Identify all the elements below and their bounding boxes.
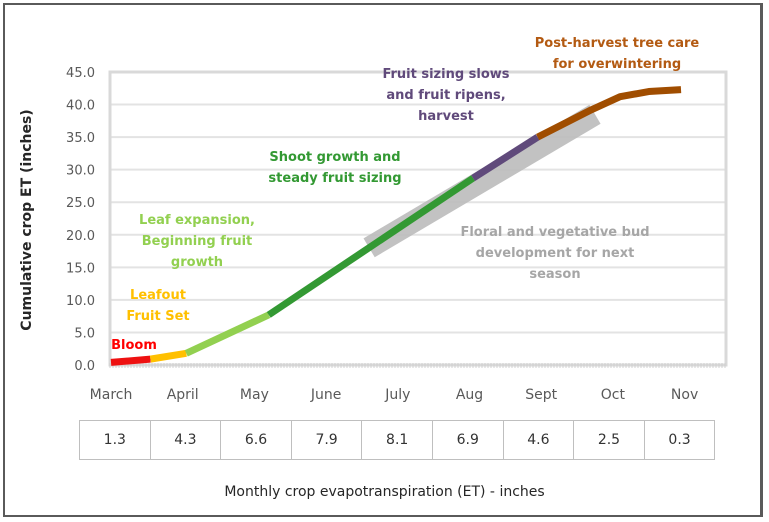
annotations: Bloom Leafout Fruit Set Leaf expansion, Begi… [111,36,699,353]
annotation-floral: Floral and vegetative bud development for… [460,225,649,282]
x-tick-label: May [240,387,269,403]
annotation-text: Bloom [111,338,157,353]
series-line [184,311,271,357]
annotation-leafexp: Leaf expansion, Beginning fruit growth [139,213,255,270]
annotation-text: season [529,267,580,282]
series-line [536,86,682,141]
et-cell-nov: 0.3 [643,420,716,460]
annotation-text: Leafout [130,288,186,303]
series-line [110,355,151,366]
et-cell-sept: 4.6 [502,420,575,460]
y-tick-label: 30.0 [66,164,95,179]
annotation-text: and fruit ripens, [386,88,505,103]
y-tick-labels: 0.0 5.0 10.0 15.0 20.0 25.0 30.0 35.0 40.0 45.0 [66,66,95,374]
x-tick-label: Sept [525,387,557,403]
y-tick-label: 45.0 [66,66,95,81]
annotation-text: Fruit Set [126,309,189,324]
annotation-text: growth [171,255,223,270]
et-cell-may: 6.6 [220,420,292,460]
y-tick-label: 40.0 [66,99,95,114]
annotation-text: Shoot growth and [269,150,400,165]
et-cell-june: 7.9 [290,420,363,460]
annotation-leafout: Leafout Fruit Set [126,288,189,324]
x-tick-label: June [310,387,342,403]
annotation-bloom: Bloom [111,338,157,353]
annotation-text: Floral and vegetative bud [460,225,649,240]
annotation-text: for overwintering [553,57,681,72]
et-cell-oct: 2.5 [573,420,645,460]
et-cell-march: 1.3 [79,420,151,460]
x-tick-label: Oct [601,387,626,403]
y-tick-label: 15.0 [66,261,95,276]
y-tick-label: 5.0 [74,326,95,341]
x-tick-label: Aug [456,387,483,403]
series-lines [110,86,682,366]
y-tick-label: 0.0 [74,359,95,374]
annotation-text: harvest [418,109,474,124]
y-tick-label: 20.0 [66,229,95,244]
annotation-text: Leaf expansion, [139,213,255,228]
annotation-text: Post-harvest tree care [535,36,700,51]
x-tick-labels: March April May June July Aug Sept Oct Nov [90,387,699,403]
et-cell-april: 4.3 [149,420,222,460]
annotation-text: development for next [476,246,635,261]
series-line [266,175,476,318]
annotation-text: Fruit sizing slows [382,67,509,82]
series-line [471,134,540,182]
x-tick-label: April [167,387,199,403]
y-tick-label: 25.0 [66,196,95,211]
annotation-fruit: Fruit sizing slows and fruit ripens, harve… [382,67,509,124]
monthly-et-table: 1.3 4.3 6.6 7.9 8.1 6.9 4.6 2.5 0.3 [79,420,716,460]
x-axis-title: Monthly crop evapotranspiration (ET) - i… [224,484,545,500]
plot-area-border [108,70,728,367]
x-tick-label: Nov [671,387,698,403]
annotation-text: steady fruit sizing [268,171,401,186]
et-cell-july: 8.1 [361,420,433,460]
x-tick-label: March [90,387,133,403]
y-tick-label: 35.0 [66,131,95,146]
x-tick-label: July [384,387,410,403]
y-axis-title: Cumulative crop ET (inches) [19,109,35,330]
series-line [149,349,187,363]
et-cell-aug: 6.9 [431,420,504,460]
y-tick-label: 10.0 [66,294,95,309]
annotation-shoot: Shoot growth and steady fruit sizing [268,150,401,186]
annotation-post: Post-harvest tree care for overwintering [535,36,700,72]
annotation-text: Beginning fruit [142,234,253,249]
